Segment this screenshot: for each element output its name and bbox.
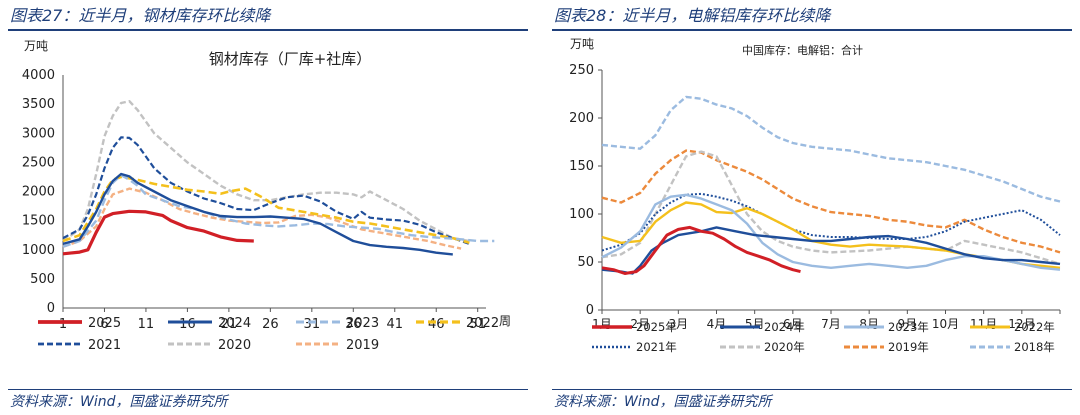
x-tick-label: 41 (386, 317, 403, 332)
y-tick-label: 250 (569, 63, 594, 78)
legend-label-2022: 2022 (466, 316, 499, 331)
y-tick-label: 0 (47, 301, 55, 316)
legend-label-2021: 2021 (88, 338, 121, 353)
y-tick-label: 1500 (22, 214, 55, 229)
legend-label-2021年: 2021年 (636, 340, 677, 354)
right-panel: 图表28：近半月，电解铝库存环比续降 中国库存：电解铝：合计 万吨 0 50 100 15… (552, 0, 1080, 415)
y-tick-label: 2500 (22, 155, 55, 170)
x-tick-label: 9月 (898, 317, 918, 331)
x-tick-label: 11 (138, 317, 155, 332)
legend-label-2020年: 2020年 (764, 340, 805, 354)
divider-bottom-right (552, 389, 1072, 390)
divider-top-right (552, 29, 1072, 31)
x-tick-label: 31 (304, 317, 321, 332)
x-tick-label: 16 (179, 317, 196, 332)
source-note-right: 资料来源：Wind，国盛证券研究所 (554, 394, 772, 410)
y-tick-label: 50 (577, 255, 594, 270)
series-line-2024 (62, 172, 453, 256)
series-line-2022 (62, 175, 470, 245)
x-tick-label: 3月 (669, 317, 689, 331)
y-tick-label: 1000 (22, 243, 55, 258)
legend-label-2023: 2023 (346, 316, 379, 331)
legend-label-2024年: 2024年 (764, 320, 805, 334)
x-tick-label: 1 (59, 317, 67, 332)
legend-label-2019年: 2019年 (888, 340, 929, 354)
x-tick-label: 5月 (745, 317, 765, 331)
steel-inventory-chart: 钢材库存（厂库+社库） 万吨 0 500 1000 1500 2000 2500 3000 350… (22, 39, 511, 353)
y-tick-label: 100 (569, 207, 594, 222)
source-note-left: 资料来源：Wind，国盛证券研究所 (10, 394, 228, 410)
series-line-2023 (62, 173, 495, 248)
x-axis-unit: 周 (499, 314, 511, 328)
y-axis-unit: 万吨 (570, 37, 594, 51)
x-tick-label: 11月 (970, 317, 997, 331)
legend-label-2019: 2019 (346, 338, 379, 353)
legend-label-2020: 2020 (218, 338, 251, 353)
series-line-2020 (62, 99, 470, 243)
x-tick-label: 6 (100, 317, 108, 332)
x-tick-label: 12月 (1008, 317, 1035, 331)
legend-label-2025: 2025 (88, 316, 121, 331)
x-tick-label: 4月 (707, 317, 727, 331)
series-line-2021 (62, 136, 470, 245)
x-tick-label: 8月 (859, 317, 879, 331)
series-line-2020年 (601, 150, 1061, 266)
series-line-2019 (62, 187, 462, 250)
legend-label-2018年: 2018年 (1014, 340, 1055, 354)
y-tick-label: 2000 (22, 185, 55, 200)
x-tick-label: 1月 (592, 317, 612, 331)
x-tick-label: 46 (428, 317, 445, 332)
figure-title-right: 图表28：近半月，电解铝库存环比续降 (554, 6, 831, 25)
legend-label-2023年: 2023年 (888, 320, 929, 334)
aluminum-inventory-chart: 中国库存：电解铝：合计 万吨 0 50 100 150 200 250 1月 2月 3月 4月 5月 6月… (569, 37, 1061, 354)
x-tick-label: 7月 (821, 317, 841, 331)
y-tick-label: 150 (569, 159, 594, 174)
series-line-2019年 (601, 149, 1061, 254)
x-tick-label: 10月 (932, 317, 959, 331)
y-tick-label: 500 (30, 272, 55, 287)
y-tick-label: 3500 (22, 97, 55, 112)
y-tick-label: 3000 (22, 126, 55, 141)
legend-label-2024: 2024 (218, 316, 251, 331)
x-tick-label: 21 (221, 317, 238, 332)
series-line-2018年 (601, 95, 1061, 203)
y-tick-label: 0 (586, 303, 594, 318)
series-line-2025年 (601, 225, 801, 275)
divider-bottom-left (8, 389, 528, 390)
x-tick-label: 2月 (630, 317, 650, 331)
figure-title-left: 图表27：近半月，钢材库存环比续降 (10, 6, 271, 25)
legend-label-2025年: 2025年 (636, 320, 677, 334)
y-tick-label: 200 (569, 111, 594, 126)
chart-title: 钢材库存（厂库+社库） (209, 50, 372, 68)
chart-title: 中国库存：电解铝：合计 (742, 43, 863, 57)
x-tick-label: 51 (469, 317, 486, 332)
divider-top-left (8, 29, 528, 31)
x-tick-label: 26 (262, 317, 279, 332)
x-tick-label: 6月 (783, 317, 803, 331)
y-axis-unit: 万吨 (24, 39, 48, 53)
x-tick-label: 36 (345, 317, 362, 332)
series-line-2021年 (601, 192, 1061, 252)
series-line-2025 (62, 209, 254, 256)
left-panel: 图表27：近半月，钢材库存环比续降 钢材库存（厂库+社库） 万吨 0 500 1000 1… (8, 0, 538, 415)
legend-label-2022年: 2022年 (1014, 320, 1055, 334)
y-tick-label: 4000 (22, 68, 55, 83)
